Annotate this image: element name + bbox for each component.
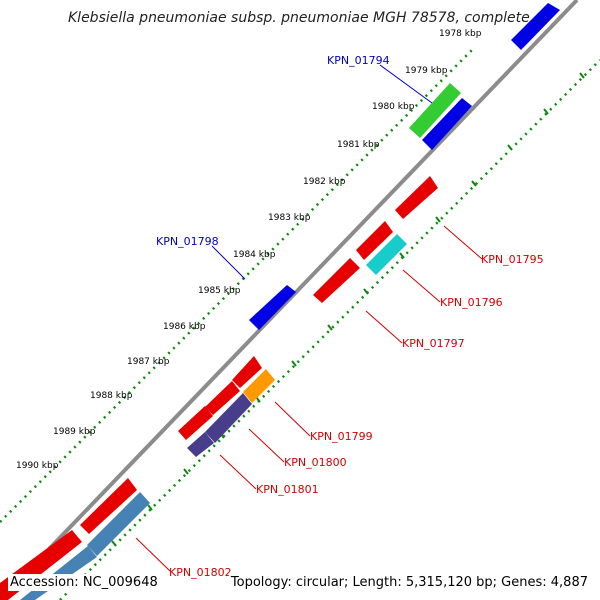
gene-feature-KPN_01794[interactable]	[409, 83, 461, 138]
scale-label-1979: 1979 kbp	[405, 66, 448, 76]
gene-label-KPN_01795[interactable]: KPN_01795	[481, 253, 544, 266]
scale-label-1984: 1984 kbp	[233, 250, 276, 260]
genome-backbone	[0, 0, 579, 600]
scale-label-1980: 1980 kbp	[372, 102, 415, 112]
scale-label-1981: 1981 kbp	[337, 140, 380, 150]
gene-feature-KPN_01799[interactable]	[243, 369, 275, 403]
scale-label-1982: 1982 kbp	[303, 177, 346, 187]
gene-label-KPN_01794[interactable]: KPN_01794	[327, 54, 390, 67]
gene-feature-blue-1979[interactable]	[422, 98, 472, 150]
gene-feature-red-d[interactable]	[178, 406, 213, 440]
scale-label-1990: 1990 kbp	[16, 461, 59, 471]
genome-summary-text: Topology: circular; Length: 5,315,120 bp…	[228, 574, 590, 591]
gene-feature-red-b[interactable]	[232, 356, 262, 388]
scale-label-1987: 1987 kbp	[127, 357, 170, 367]
label-connectors	[135, 64, 483, 572]
gene-label-KPN_01800[interactable]: KPN_01800	[284, 456, 347, 469]
gene-feature-red-a[interactable]	[356, 221, 393, 260]
outer-scale-track	[0, 46, 476, 523]
scale-labels: 1978 kbp 1979 kbp 1980 kbp 1981 kbp 1982…	[16, 29, 482, 471]
accession-text: Accession: NC_009648	[8, 574, 160, 591]
gene-feature-KPN_01798[interactable]	[249, 285, 296, 330]
gene-feature-red-e[interactable]	[80, 478, 137, 534]
gene-label-KPN_01796[interactable]: KPN_01796	[440, 296, 503, 309]
inner-scale-track	[59, 59, 600, 600]
gene-feature-top-blue[interactable]	[511, 3, 560, 50]
gene-label-KPN_01802[interactable]: KPN_01802	[169, 566, 232, 579]
gene-feature-KPN_01797[interactable]	[313, 258, 360, 303]
forward-features	[249, 3, 560, 330]
scale-label-1986: 1986 kbp	[163, 322, 206, 332]
gene-feature-KPN_01796[interactable]	[366, 234, 407, 275]
scale-label-1989: 1989 kbp	[53, 427, 96, 437]
gene-feature-KPN_01795[interactable]	[395, 176, 438, 219]
gene-label-KPN_01799[interactable]: KPN_01799	[310, 430, 373, 443]
gene-feature-KPN_01801[interactable]	[187, 432, 214, 457]
inner-tick-marks	[111, 72, 585, 547]
gene-feature-red-c[interactable]	[205, 381, 240, 415]
gene-labels: KPN_01794 KPN_01798 KPN_01795 KPN_01796 …	[156, 54, 544, 579]
gene-label-KPN_01797[interactable]: KPN_01797	[402, 337, 465, 350]
gene-feature-KPN_01802[interactable]	[87, 492, 150, 556]
gene-feature-KPN_01800[interactable]	[205, 393, 252, 443]
scale-label-1983: 1983 kbp	[268, 213, 311, 223]
gene-label-KPN_01798[interactable]: KPN_01798	[156, 235, 219, 248]
scale-label-1978: 1978 kbp	[439, 29, 482, 39]
gene-label-KPN_01801[interactable]: KPN_01801	[256, 483, 319, 496]
scale-label-1985: 1985 kbp	[198, 286, 241, 296]
scale-label-1988: 1988 kbp	[90, 391, 133, 401]
map-title: Klebsiella pneumoniae subsp. pneumoniae …	[68, 10, 548, 26]
reverse-features	[0, 176, 438, 600]
